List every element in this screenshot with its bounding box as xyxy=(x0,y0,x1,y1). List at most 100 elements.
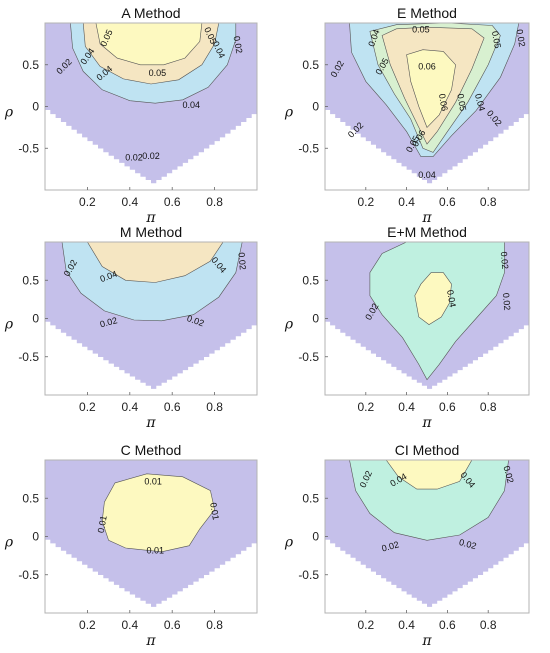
contour-label: 0.02 xyxy=(501,293,512,311)
y-tick-label: 0.5 xyxy=(302,491,319,505)
panel-3: 0.02 0.04 0.020.040.02 0.020.2 0.4 0.6 0.80.50… xyxy=(4,224,258,431)
contour-region-2 xyxy=(414,272,452,325)
x-tick-label: 0.6 xyxy=(164,195,181,209)
contour-label: 0.02 xyxy=(381,539,401,553)
x-tick-label: 0.6 xyxy=(439,195,456,209)
plot-area: 0.02 0.04 0.04 0.020.02 0.02 xyxy=(325,460,529,613)
contour-label: 0.01 xyxy=(146,545,164,555)
x-tick-label: 0.4 xyxy=(398,618,415,632)
y-tick-label: 0 xyxy=(32,312,39,326)
x-axis-label: π xyxy=(421,415,432,431)
contour-label: 0.06 xyxy=(437,93,450,112)
y-tick-label: -0.5 xyxy=(298,141,319,155)
y-tick-label: 0.5 xyxy=(302,58,319,72)
x-tick-label: 0.6 xyxy=(439,400,456,414)
x-tick-label: 0.4 xyxy=(398,195,415,209)
infeasible-region xyxy=(325,539,529,613)
contour-label: 0.06 xyxy=(418,61,436,71)
y-tick-label: -0.5 xyxy=(18,350,39,364)
panel-title: CI Method xyxy=(395,442,460,458)
x-tick-label: 0.4 xyxy=(121,195,138,209)
x-tick-label: 0.6 xyxy=(164,400,181,414)
contour-region-4 xyxy=(406,49,456,128)
contour-label: 0.02 xyxy=(499,251,510,269)
contour-label: 0.04 xyxy=(418,170,436,180)
plot-area: 0.040.020.02 0.02 xyxy=(325,242,529,395)
y-axis-label: ρ xyxy=(4,317,14,333)
contour-label: 0.01 xyxy=(208,502,221,521)
x-tick-label: 0.6 xyxy=(439,618,456,632)
infeasible-region xyxy=(325,110,529,190)
y-axis-label: ρ xyxy=(4,105,14,121)
contour-label: 0.05 xyxy=(149,68,167,78)
x-tick-label: 0.8 xyxy=(480,195,497,209)
y-tick-label: -0.5 xyxy=(298,568,319,582)
y-tick-label: 0 xyxy=(312,312,319,326)
y-tick-label: 0.5 xyxy=(22,273,39,287)
panel-4: 0.040.020.02 0.020.2 0.4 0.6 0.80.50-0.5E+M … xyxy=(284,224,530,431)
contour-label: 0.02 xyxy=(142,151,160,161)
x-axis-label: π xyxy=(421,633,432,649)
y-axis-label: ρ xyxy=(284,105,294,121)
x-axis-label: π xyxy=(145,633,156,649)
x-tick-label: 0.2 xyxy=(79,400,96,414)
y-tick-label: -0.5 xyxy=(298,350,319,364)
x-tick-label: 0.8 xyxy=(480,618,497,632)
infeasible-region xyxy=(45,321,257,395)
x-tick-label: 0.4 xyxy=(121,618,138,632)
panel-title: C Method xyxy=(121,442,182,458)
x-tick-label: 0.8 xyxy=(206,618,223,632)
y-tick-label: 0.5 xyxy=(302,273,319,287)
plot-area: 0.05 0.050.04 0.040.020.020.04 0.050.040.02… xyxy=(45,23,257,190)
x-tick-label: 0.2 xyxy=(357,195,374,209)
infeasible-region xyxy=(45,110,257,190)
y-tick-label: 0.5 xyxy=(22,491,39,505)
y-tick-label: 0 xyxy=(312,530,319,544)
contour-region-2 xyxy=(87,242,224,283)
infeasible-region xyxy=(45,539,257,613)
y-tick-label: -0.5 xyxy=(18,141,39,155)
contour-label: 0.02 xyxy=(458,537,478,551)
x-tick-label: 0.8 xyxy=(206,400,223,414)
contour-region-1 xyxy=(349,460,509,541)
contour-label: 0.01 xyxy=(96,515,109,534)
contour-label: 0.04 xyxy=(183,100,201,110)
contour-region-3 xyxy=(95,23,203,66)
panel-title: E Method xyxy=(397,5,457,21)
panel-title: A Method xyxy=(121,5,180,21)
contour-label: 0.04 xyxy=(445,289,458,308)
x-tick-label: 0.2 xyxy=(357,400,374,414)
contour-label: 0.04 xyxy=(473,93,487,113)
panel-title: E+M Method xyxy=(387,224,467,240)
x-tick-label: 0.2 xyxy=(79,618,96,632)
contour-label: 0.02 xyxy=(236,252,247,270)
panel-1: 0.05 0.050.04 0.040.020.020.04 0.050.040.02… xyxy=(4,5,258,226)
y-axis-label: ρ xyxy=(284,317,294,333)
y-axis-label: ρ xyxy=(4,535,14,551)
y-axis-label: ρ xyxy=(284,535,294,551)
contour-label: 0.05 xyxy=(412,25,430,35)
contour-label: 0.05 xyxy=(455,93,468,112)
contour-label: 0.02 xyxy=(502,465,516,485)
x-tick-label: 0.2 xyxy=(79,195,96,209)
contour-label: 0.02 xyxy=(99,315,119,329)
plot-area: 0.02 0.04 0.020.040.02 0.02 xyxy=(45,242,257,395)
panel-5: 0.01 0.01 0.01 0.01 0.2 0.4 0.6 0.8 0.5 0 -0.5 C Me… xyxy=(4,442,258,649)
x-tick-label: 0.8 xyxy=(480,400,497,414)
y-tick-label: 0 xyxy=(32,100,39,114)
y-tick-label: 0 xyxy=(312,100,319,114)
contour-region-2 xyxy=(385,460,473,490)
x-tick-label: 0.6 xyxy=(164,618,181,632)
contour-label: 0.01 xyxy=(144,476,162,486)
x-tick-label: 0.4 xyxy=(121,400,138,414)
y-tick-label: 0 xyxy=(32,530,39,544)
x-axis-label: π xyxy=(145,415,156,431)
x-tick-label: 0.8 xyxy=(206,195,223,209)
contour-label: 0.02 xyxy=(125,152,143,162)
plot-area: 0.01 0.01 0.01 0.01 xyxy=(45,460,257,613)
panel-2: 0.04 0.050.050.02 0.05 0.060.020.06 0.05 0.04… xyxy=(284,5,530,226)
contour-label: 0.02 xyxy=(514,29,527,48)
plot-area: 0.04 0.050.050.02 0.05 0.060.020.06 0.05 0.04… xyxy=(325,23,529,190)
infeasible-region xyxy=(325,321,529,395)
